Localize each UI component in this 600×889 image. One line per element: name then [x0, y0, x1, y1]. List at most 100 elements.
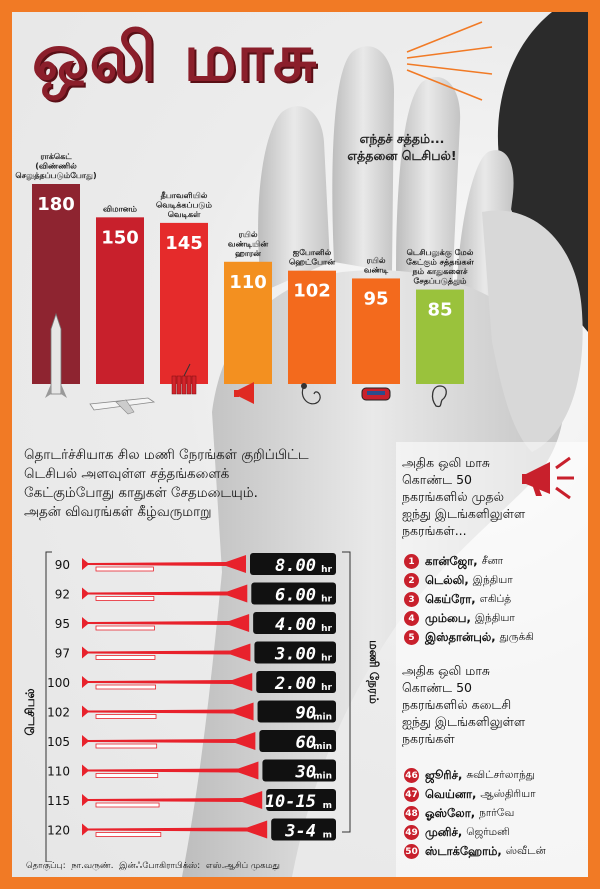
bar-group: 150 விமானம்	[89, 204, 156, 415]
city-name: இஸ்தான்புல்,	[425, 629, 496, 644]
city-name: வெய்னா,	[425, 786, 477, 801]
decibel-tick-label: 115	[47, 794, 70, 808]
description-line: தொடர்ச்சியாக சில மணி நேரங்கள் குறிப்பிட்…	[24, 447, 309, 463]
country-name: இந்தியா	[474, 612, 515, 624]
country-name: துருக்கி	[499, 631, 534, 643]
bar-category-label: ஹெட்போன்	[289, 258, 335, 268]
train-icon	[361, 387, 391, 401]
airplane-icon	[89, 397, 156, 415]
credit-label: இன்ஃபோகிராபிக்ஸ்:	[119, 861, 201, 871]
duration-unit: hr	[321, 624, 332, 634]
credit-author: நா.வருண்.	[71, 861, 114, 871]
city-name: ஸ்டாக்ஹோம்,	[425, 843, 502, 858]
bar-category-label: நம் காதுகளைச்	[412, 267, 468, 277]
bar-category-label: தீபாவளியில்	[161, 191, 208, 201]
duration-display	[251, 582, 336, 605]
duration-display	[253, 612, 336, 634]
poster-title: ஒலி மாசு	[32, 18, 319, 96]
city-list-item: 4 மும்பை, இந்தியா	[404, 609, 534, 628]
horn-bar	[82, 555, 246, 573]
rank-badge: 48	[404, 806, 419, 821]
bar-group: 95 ரயில்வண்டி	[352, 256, 400, 401]
description-line: கேட்கும்போது காதுகள் சேதமடையும்.	[24, 485, 258, 501]
horn-bar	[82, 820, 268, 839]
duration-unit: hr	[321, 683, 332, 693]
country-name: ஆஸ்திரியா	[480, 788, 536, 800]
duration-display	[254, 641, 336, 664]
duration-unit: hr	[321, 654, 332, 664]
rank-badge: 3	[404, 592, 419, 607]
heading-line: கொண்ட 50	[402, 472, 472, 487]
firecracker-icon	[171, 363, 197, 395]
rank-badge: 47	[404, 787, 419, 802]
city-list-item: 48 ஓஸ்லோ, நார்வே	[404, 804, 546, 823]
country-name: ஜெர்மனி	[466, 826, 510, 838]
bar	[224, 261, 272, 384]
city-ranking-panel	[396, 442, 588, 877]
heading-line: நகரங்களில் கடைசி	[402, 697, 512, 712]
rank-badge: 46	[404, 768, 419, 783]
country-name: சீனா	[481, 555, 504, 567]
bar	[96, 217, 144, 384]
chart-subtitle: எந்தச் சத்தம்... எத்தனை டெசிபல்!	[322, 130, 482, 164]
bar-category-label: டெசிபலுக்கு மேல்	[407, 248, 474, 259]
rank-badge: 49	[404, 825, 419, 840]
horn-bar	[82, 702, 254, 721]
horn-bar	[82, 643, 251, 662]
sound-lines-icon	[406, 21, 493, 101]
top-cities-heading: அதிக ஒலி மாசு கொண்ட 50 நகரங்களில் முதல் …	[402, 454, 525, 539]
duration-unit: min	[313, 713, 332, 723]
bar-category-label: வண்டியின்	[228, 239, 268, 249]
decibel-tick-label: 110	[47, 765, 70, 779]
bar	[352, 278, 400, 384]
rank-badge: 1	[404, 554, 419, 569]
bar-group: 110 ரயில்வண்டியின்ஹாரன்	[224, 230, 272, 404]
decibel-tick-label: 100	[47, 676, 70, 690]
duration-display	[266, 789, 336, 811]
city-name: ஜூரிச்,	[425, 767, 463, 782]
horn-bar	[82, 584, 248, 603]
bar-value-label: 85	[427, 300, 452, 321]
duration-value: 10-15	[265, 792, 316, 812]
duration-value: 60	[296, 733, 316, 753]
duration-row: 90 8.00 hr	[55, 553, 336, 576]
bar-category-label: ராக்கெட்	[40, 152, 72, 161]
heading-line: நகரங்கள்	[402, 731, 455, 746]
y-bracket	[45, 551, 52, 862]
heading-line: நகரங்களில் முதல்	[402, 489, 504, 504]
bar-value-label: 145	[165, 233, 203, 254]
heading-line: அதிக ஒலி மாசு	[402, 663, 491, 678]
heading-line: ஐந்து இடங்களிலுள்ள	[402, 714, 526, 729]
subtitle-line-2: எத்தனை டெசிபல்!	[347, 148, 457, 163]
bar-category-label: ஐபோனில்	[293, 248, 332, 258]
city-name: டெல்லி,	[425, 572, 469, 587]
decibel-tick-label: 102	[47, 706, 70, 720]
description-line: அதன் விவரங்கள் கீழ்வருமாறு	[24, 504, 212, 520]
hand-ear-illustration	[182, 12, 588, 877]
country-name: இந்தியா	[472, 574, 513, 586]
heading-line: நகரங்கள்...	[402, 523, 467, 538]
poster-panel: ஒலி மாசு எந்தச் சத்தம்... எத்தனை டெசிபல்…	[12, 12, 588, 877]
duration-display	[250, 553, 336, 575]
bar-value-label: 95	[363, 288, 388, 309]
bottom-cities-list: 46 ஜூரிச், சுவிட்சர்லாந்து 47 வெய்னா, ஆஸ்திரி…	[404, 766, 546, 861]
bar-value-label: 150	[101, 227, 139, 248]
duration-row: 120 3-4 m	[47, 818, 336, 842]
bar-value-label: 110	[229, 272, 267, 293]
duration-row: 97 3.00 hr	[55, 641, 336, 665]
city-name: ஓஸ்லோ,	[425, 805, 476, 820]
heading-line: அதிக ஒலி மாசு	[402, 455, 491, 470]
bar	[416, 289, 464, 384]
y-axis-label: டெசிபல்	[23, 688, 37, 735]
rank-badge: 50	[404, 844, 419, 859]
horn-bar	[82, 614, 250, 632]
heading-line: ஐந்து இடங்களிலுள்ள	[402, 506, 526, 521]
city-list-item: 3 கெய்ரோ, எகிப்த்	[404, 590, 534, 609]
rocket-icon	[45, 312, 67, 398]
city-list-item: 1 கான்ஜோ, சீனா	[404, 552, 534, 571]
duration-value: 30	[295, 763, 316, 783]
city-list-item: 2 டெல்லி, இந்தியா	[404, 571, 534, 590]
bar	[288, 270, 336, 384]
